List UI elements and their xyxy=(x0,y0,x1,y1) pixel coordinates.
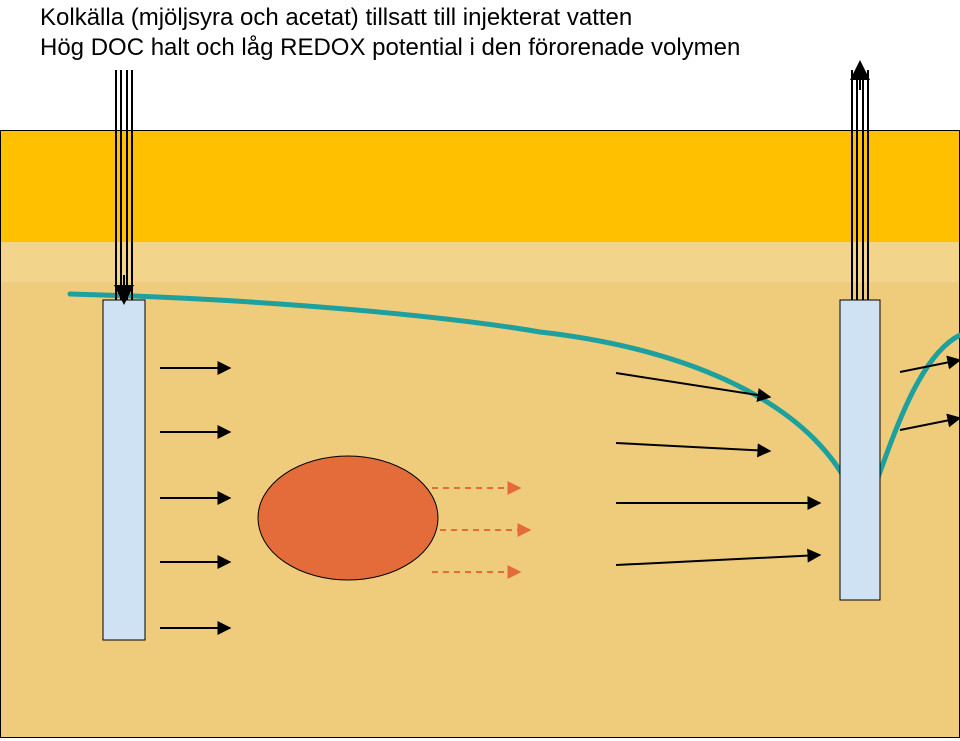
title-line1: Kolkälla (mjöljsyra och acetat) tillsatt… xyxy=(40,4,632,32)
layer-sky xyxy=(0,64,960,130)
diagram-root: Kolkälla (mjöljsyra och acetat) tillsatt… xyxy=(0,0,960,741)
title-line2: Hög DOC halt och låg REDOX potential i d… xyxy=(40,34,740,62)
layer-frame xyxy=(0,130,960,738)
